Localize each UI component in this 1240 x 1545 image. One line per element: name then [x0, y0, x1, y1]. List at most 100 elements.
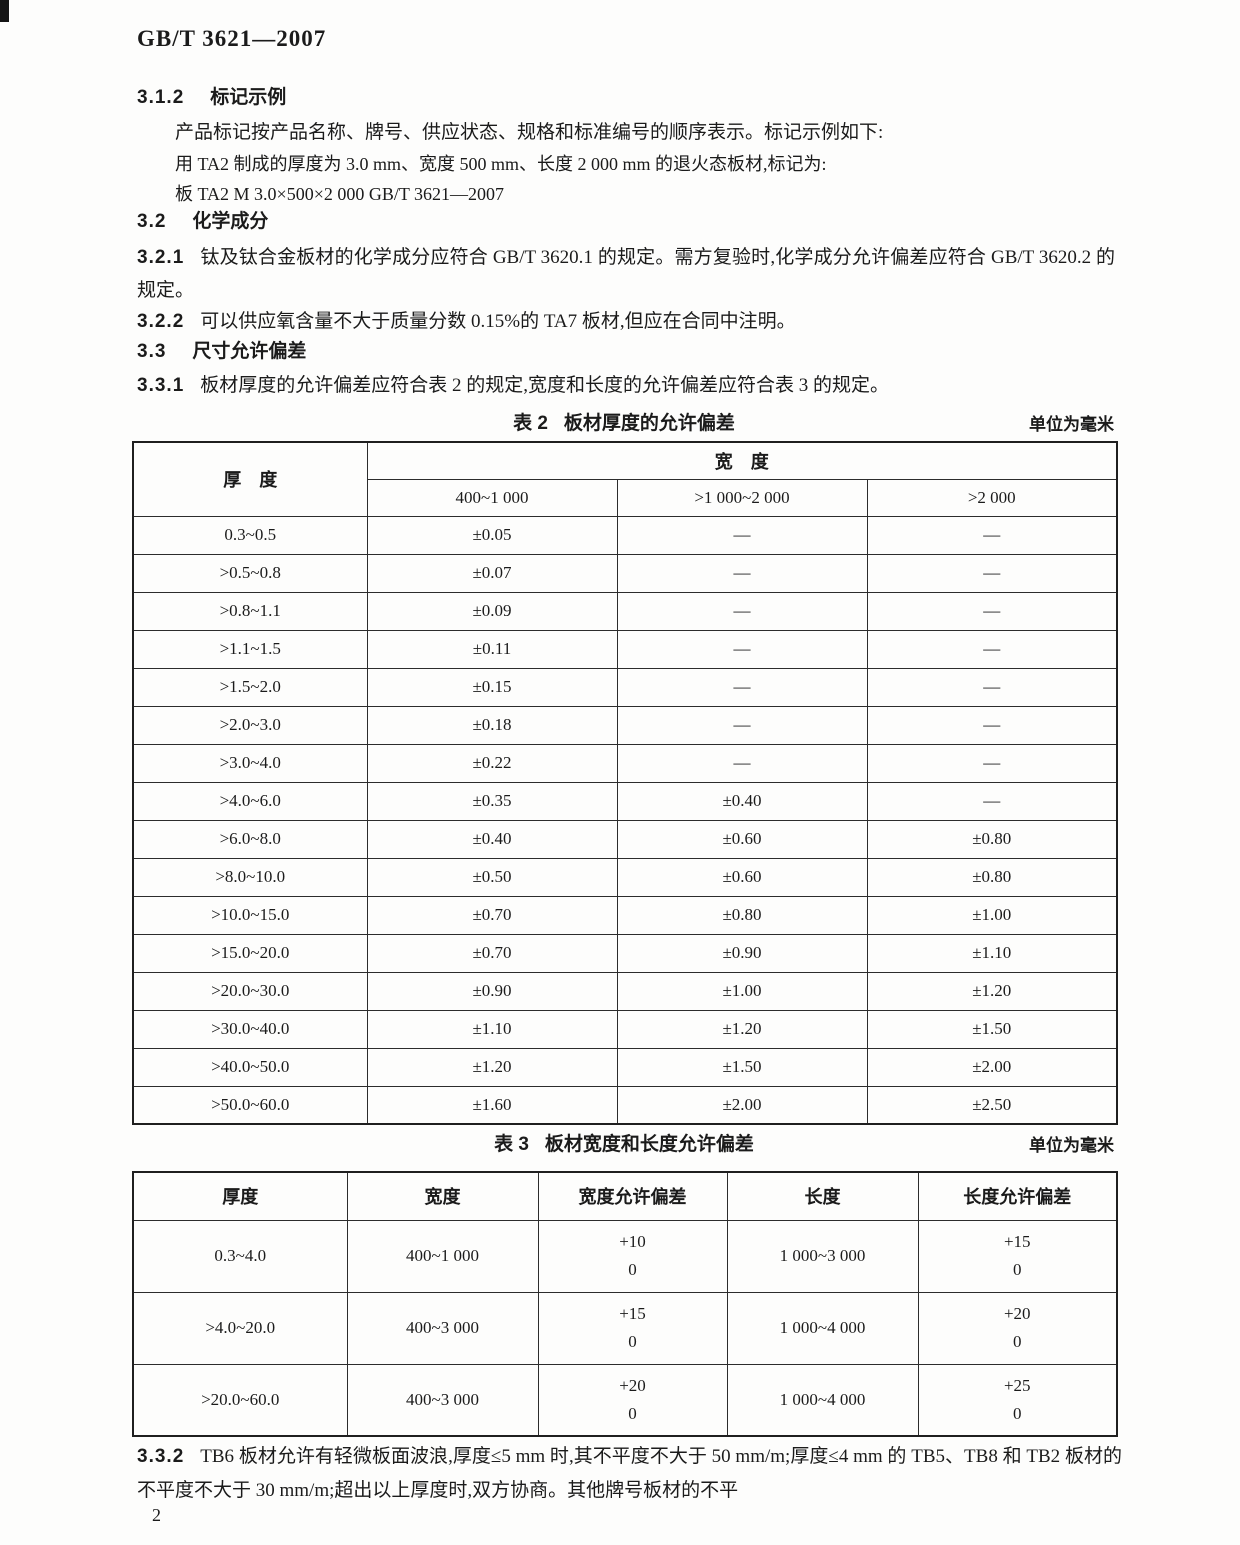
table2-title: 板材厚度的允许偏差 — [563, 413, 735, 434]
tolerance-cell: — — [616, 515, 868, 555]
thickness-cell: >40.0~50.0 — [132, 1047, 368, 1087]
table-row: >20.0~30.0 ±0.90 ±1.00 ±1.20 — [132, 971, 1118, 1011]
table2-caption-row: 表 2 板材厚度的允许偏差 单位为毫米 — [132, 410, 1116, 438]
tolerance-cell: — — [616, 591, 868, 631]
standard-number-header: GB/T 3621—2007 — [137, 26, 327, 51]
thickness-cell: >3.0~4.0 — [132, 743, 368, 783]
table-row: >1.1~1.5 ±0.11— — — [132, 629, 1118, 669]
clause-number: 3.3.2 — [137, 1446, 185, 1467]
page-edge-artifact — [0, 0, 9, 22]
table-row: >40.0~50.0 ±1.20 ±1.50 ±2.00 — [132, 1047, 1118, 1087]
table2-body: 0.3~0.5 ±0.05— — >0.5~0.8 ±0.07— — >0.8~1.1 ±0.… — [132, 515, 1118, 1125]
table-row: >0.5~0.8 ±0.07— — — [132, 553, 1118, 593]
table3-body: 0.3~4.0 400~1 000 +10 0 1 000~3 000 +15 0 >4.0~… — [132, 1219, 1118, 1437]
tolerance-cell: ±0.15 — [366, 667, 618, 707]
clause-number: 3.2.2 — [137, 311, 185, 332]
tolerance-cell: — — [616, 743, 868, 783]
tolerance-cell: — — [616, 553, 868, 593]
table2-header-row-2: 400~1 000 >1 000~2 000 >2 000 — [133, 478, 1118, 517]
tolerance-cell: ±0.22 — [366, 743, 618, 783]
tolerance-cell: ±0.60 — [616, 857, 868, 897]
deviation-line: 0 — [628, 1260, 637, 1279]
thickness-cell: >15.0~20.0 — [132, 933, 368, 973]
table3-col-width: 宽度 — [346, 1171, 539, 1221]
clause-title: 标记示例 — [210, 87, 287, 108]
tolerance-cell: ±0.80 — [866, 857, 1118, 897]
length-deviation-cell: +25 0 — [917, 1363, 1118, 1437]
paragraph-marking-example-code: 板 TA2 M 3.0×500×2 000 GB/T 3621—2007 — [175, 184, 505, 204]
tolerance-cell: ±1.00 — [616, 971, 868, 1011]
table3-col-thickness: 厚度 — [132, 1171, 348, 1221]
tolerance-cell: ±1.20 — [866, 971, 1118, 1011]
width-deviation-cell: +10 0 — [537, 1219, 728, 1293]
deviation-line: +25 — [1003, 1375, 1031, 1395]
clause-number: 3.3.1 — [137, 375, 185, 396]
table-row: >8.0~10.0 ±0.50 ±0.60 ±0.80 — [132, 857, 1118, 897]
length-cell: 1 000~4 000 — [726, 1291, 919, 1365]
clause-number: 3.2 — [137, 211, 167, 232]
tolerance-cell: — — [866, 667, 1118, 707]
table-row: >4.0~20.0 400~3 000 +15 0 1 000~4 000 +20 0 — [132, 1291, 1118, 1365]
thickness-cell: >4.0~20.0 — [132, 1291, 348, 1365]
thickness-cell: >2.0~3.0 — [132, 705, 368, 745]
thickness-cell: >0.5~0.8 — [132, 553, 368, 593]
deviation-line: +20 — [619, 1375, 646, 1395]
tolerance-cell: ±1.50 — [616, 1047, 868, 1087]
table-row: 0.3~4.0 400~1 000 +10 0 1 000~3 000 +15 0 — [132, 1219, 1118, 1293]
paragraph-3-3-1: 3.3.1 板材厚度的允许偏差应符合表 2 的规定,宽度和长度的允许偏差应符合表 … — [137, 369, 1115, 402]
deviation-line: 0 — [628, 1403, 637, 1423]
tolerance-cell: ±0.40 — [366, 819, 618, 859]
tolerance-cell: — — [866, 781, 1118, 821]
table-row: >2.0~3.0 ±0.18— — — [132, 705, 1118, 745]
table3-header-row: 厚度 宽度 宽度允许偏差 长度 长度允许偏差 — [132, 1171, 1118, 1221]
table2-subcol-1: 400~1 000 — [366, 478, 618, 517]
tolerance-cell: ±0.05 — [366, 515, 618, 555]
table-row: >50.0~60.0 ±1.60 ±2.00 ±2.50 — [132, 1085, 1118, 1125]
width-deviation-cell: +15 0 — [537, 1291, 728, 1365]
table2-label: 表 2 — [513, 413, 548, 434]
table-row: >20.0~60.0 400~3 000 +20 0 1 000~4 000 +25 0 — [132, 1363, 1118, 1437]
tolerance-cell: — — [866, 553, 1118, 593]
deviation-line: 0 — [1013, 1260, 1022, 1279]
tolerance-cell: ±0.35 — [366, 781, 618, 821]
tolerance-cell: ±1.50 — [866, 1009, 1118, 1049]
length-cell: 1 000~4 000 — [726, 1363, 919, 1437]
width-cell: 400~3 000 — [346, 1363, 539, 1437]
table3-caption: 表 3 板材宽度和长度允许偏差 — [132, 1131, 1116, 1159]
heading-3-2: 3.2 化学成分 — [137, 207, 268, 237]
paragraph-3-2-1: 3.2.1 钛及钛合金板材的化学成分应符合 GB/T 3620.1 的规定。需方复… — [137, 241, 1115, 307]
tolerance-cell: ±1.10 — [866, 933, 1118, 973]
tolerance-cell: ±1.60 — [366, 1085, 618, 1125]
table2-unit-note: 单位为毫米 — [1029, 415, 1114, 434]
heading-3-3: 3.3 尺寸允许偏差 — [137, 337, 306, 367]
tolerance-cell: — — [866, 743, 1118, 783]
thickness-cell: >50.0~60.0 — [132, 1085, 368, 1125]
table3-col-length-dev: 长度允许偏差 — [917, 1171, 1118, 1221]
tolerance-cell: ±0.80 — [866, 819, 1118, 859]
deviation-line: +15 — [619, 1304, 646, 1323]
tolerance-cell: ±2.00 — [866, 1047, 1118, 1087]
width-cell: 400~1 000 — [346, 1219, 539, 1293]
clause-text: TB6 板材允许有轻微板面波浪,厚度≤5 mm 时,其不平度不大于 50 mm/… — [137, 1446, 1122, 1501]
table3-col-width-dev: 宽度允许偏差 — [537, 1171, 728, 1221]
page-number: 2 — [152, 1505, 161, 1525]
table2-subcol-2: >1 000~2 000 — [616, 478, 868, 517]
clause-text: 板材厚度的允许偏差应符合表 2 的规定,宽度和长度的允许偏差应符合表 3 的规定… — [200, 375, 890, 396]
thickness-cell: 0.3~0.5 — [132, 515, 368, 555]
tolerance-cell: ±2.00 — [616, 1085, 868, 1125]
length-deviation-cell: +20 0 — [917, 1291, 1118, 1365]
table3-unit-note: 单位为毫米 — [1029, 1136, 1114, 1155]
deviation-line: +15 — [1003, 1232, 1031, 1251]
table3-col-length: 长度 — [726, 1171, 919, 1221]
tolerance-cell: — — [616, 705, 868, 745]
length-cell: 1 000~3 000 — [726, 1219, 919, 1293]
table2-subcol-3: >2 000 — [866, 478, 1118, 517]
thickness-tolerance-table: 厚 度 宽 度 400~1 000 >1 000~2 000 >2 000 0.… — [132, 441, 1118, 1125]
tolerance-cell: ±0.07 — [366, 553, 618, 593]
thickness-cell: >8.0~10.0 — [132, 857, 368, 897]
clause-number: 3.3 — [137, 341, 167, 362]
tolerance-cell: ±0.09 — [366, 591, 618, 631]
paragraph-marking-rule: 产品标记按产品名称、牌号、供应状态、规格和标准编号的顺序表示。标记示例如下: — [175, 122, 884, 143]
paragraph-marking-example-desc: 用 TA2 制成的厚度为 3.0 mm、宽度 500 mm、长度 2 000 m… — [175, 154, 827, 174]
